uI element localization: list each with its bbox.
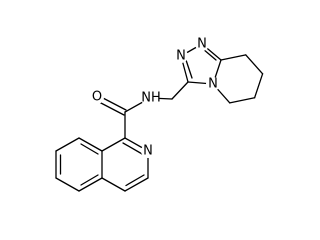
- molecule-diagram: O NH N N N N: [55, 37, 264, 192]
- atom-labels: O NH N N N N: [90, 37, 220, 159]
- atom-label: O: [92, 90, 102, 105]
- atom-label: N: [197, 37, 207, 52]
- atom-label: N: [143, 144, 153, 159]
- atom-label: N: [208, 77, 218, 92]
- bonds: [55, 43, 264, 192]
- atom-label: NH: [141, 91, 161, 106]
- atom-label: N: [176, 49, 186, 64]
